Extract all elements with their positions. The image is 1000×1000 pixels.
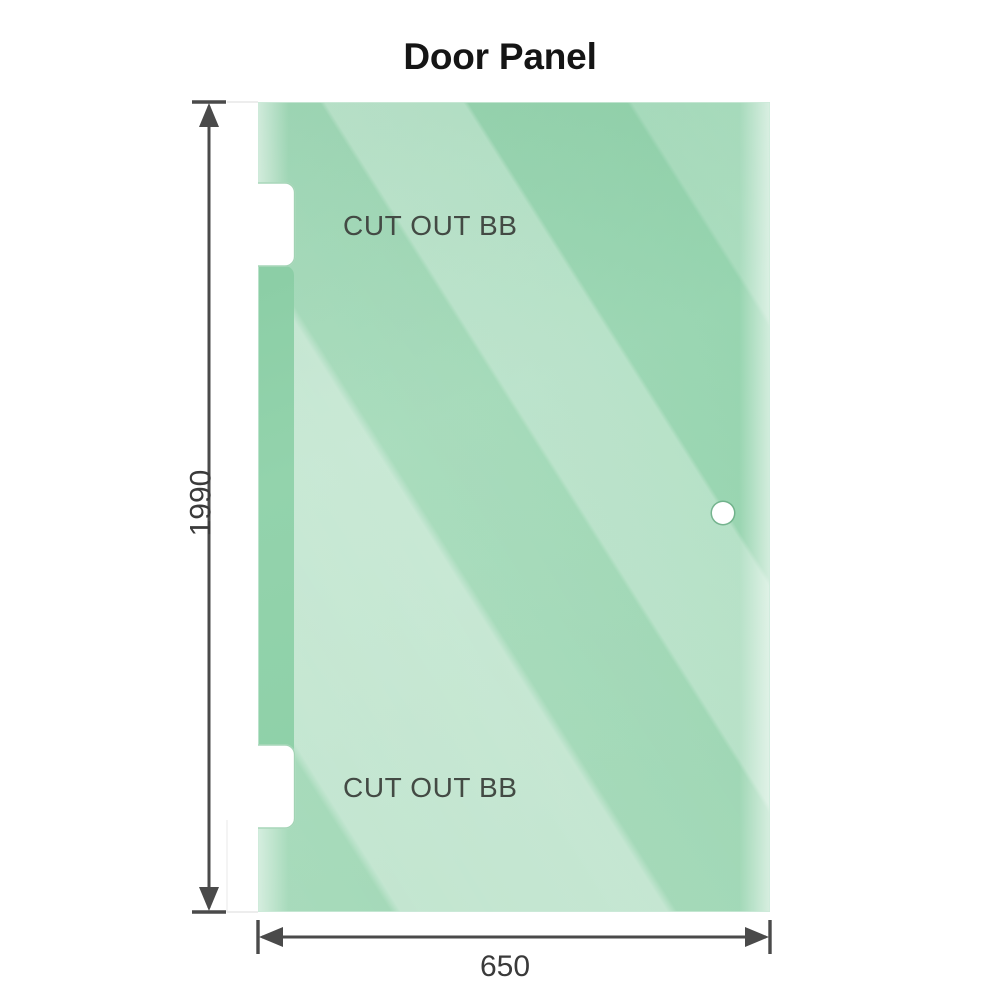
page-title: Door Panel (403, 36, 597, 77)
width-arrow-right (745, 927, 769, 947)
panel-graphic (258, 102, 770, 912)
cutout-top-shading (258, 182, 296, 267)
cutout-label-top: CUT OUT BB (343, 210, 518, 241)
cutout-label-bottom: CUT OUT BB (343, 772, 518, 803)
height-dimension-label: 1990 (184, 469, 218, 537)
cutout-bottom-shading (258, 744, 296, 829)
handle-hole (712, 502, 734, 524)
height-arrow-down (199, 887, 219, 911)
glass-edge-sheen (258, 102, 770, 912)
width-dimension-label: 650 (479, 950, 531, 983)
glass-door-panel (258, 102, 770, 912)
width-dimension-label-wrap: 650 (0, 950, 1000, 984)
height-arrow-up (199, 103, 219, 127)
width-dimension-line (256, 920, 772, 954)
width-arrow-left (259, 927, 283, 947)
